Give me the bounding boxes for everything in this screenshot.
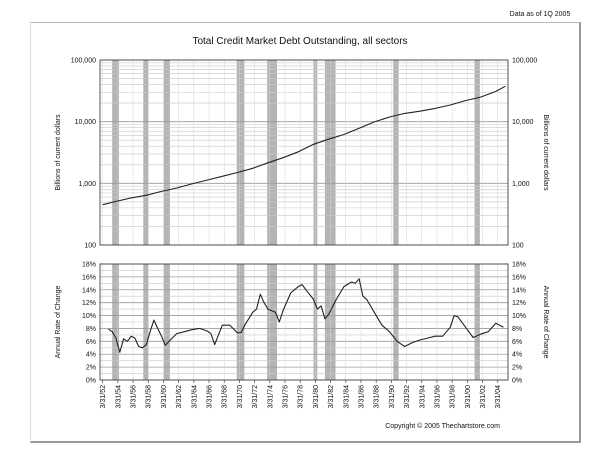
- y-tick-label-right: 100,000: [512, 58, 537, 65]
- chart-paper: [30, 22, 581, 443]
- copyright-text: Copyright © 2005 Thechartstore.com: [385, 422, 500, 430]
- y-tick-label-right: 14%: [512, 287, 526, 294]
- top-chart: 100 100 1,000 1,000 10,000 10,000 100,000 100,0…: [55, 58, 549, 250]
- debt-series-line: [102, 85, 506, 206]
- y-tick-label-right: 1,000: [512, 181, 530, 188]
- y-tick-label-right: 100: [512, 243, 524, 250]
- y-tick-label-left: 18%: [82, 262, 96, 269]
- x-tick-label: 3/31/58: [146, 385, 153, 408]
- y-tick-label-left: 10,000: [75, 119, 97, 126]
- y-axis-label-left: Billions of current dollars: [55, 114, 62, 191]
- x-tick-label: 3/31/00: [465, 385, 472, 408]
- y-tick-label-right: 18%: [512, 262, 526, 269]
- y-tick-label-right: 16%: [512, 274, 526, 281]
- recession-band: [324, 60, 336, 245]
- x-tick-label: 3/31/86: [358, 385, 365, 408]
- x-tick-label: 3/31/88: [374, 385, 381, 408]
- recession-band: [267, 60, 278, 245]
- y-tick-label-right: 2%: [512, 365, 522, 372]
- chart-title: Total Credit Market Debt Outstanding, al…: [192, 36, 407, 47]
- recession-band: [163, 60, 170, 245]
- plot-frame: [99, 263, 509, 381]
- y-tick-label-right: 4%: [512, 352, 522, 359]
- y-tick-label-left: 12%: [82, 300, 96, 307]
- y-tick-label-left: 6%: [86, 339, 96, 346]
- rate-of-change-line: [108, 278, 504, 353]
- x-tick-label: 3/31/68: [222, 385, 229, 408]
- recession-band: [112, 60, 119, 245]
- bottom-chart: 0% 0% 2% 2% 4% 4% 6% 6% 8% 8% 10% 10% 12% 12% 14% 14% 16…: [55, 262, 549, 409]
- x-tick-label: 3/31/02: [480, 385, 487, 408]
- x-tick-label: 3/31/94: [419, 385, 426, 408]
- y-tick-label-left: 100: [84, 243, 96, 250]
- x-tick-label: 3/31/98: [450, 385, 457, 408]
- recession-band: [393, 60, 399, 245]
- x-tick-label: 3/31/62: [176, 385, 183, 408]
- x-tick-label: 3/31/64: [191, 385, 198, 408]
- y-axis-label-right: Annual Rate of Change: [542, 286, 549, 359]
- x-tick-label: 3/31/80: [313, 385, 320, 408]
- y-tick-label-left: 1,000: [78, 181, 96, 188]
- y-tick-label-right: 10%: [512, 313, 526, 320]
- y-tick-label-left: 4%: [86, 352, 96, 359]
- recession-band: [236, 60, 245, 245]
- recession-band: [474, 60, 480, 245]
- x-tick-label: 3/31/90: [389, 385, 396, 408]
- y-tick-label-left: 14%: [82, 287, 96, 294]
- y-tick-label-right: 8%: [512, 326, 522, 333]
- y-tick-label-left: 16%: [82, 274, 96, 281]
- y-tick-label-left: 100,000: [71, 58, 96, 65]
- y-tick-label-right: 10,000: [512, 119, 534, 126]
- plot-frame: [99, 59, 509, 246]
- x-tick-label: 3/31/72: [252, 385, 259, 408]
- y-tick-label-left: 2%: [86, 365, 96, 372]
- x-tick-label: 3/31/04: [495, 385, 502, 408]
- x-tick-label: 3/31/82: [328, 385, 335, 408]
- x-tick-label: 3/31/56: [131, 385, 138, 408]
- x-tick-label: 3/31/92: [404, 385, 411, 408]
- x-tick-label: 3/31/60: [161, 385, 168, 408]
- x-tick-label: 3/31/54: [115, 385, 122, 408]
- y-axis-label-left: Annual Rate of Change: [55, 286, 62, 359]
- y-tick-label-right: 6%: [512, 339, 522, 346]
- x-tick-label: 3/31/52: [100, 385, 107, 408]
- x-tick-label: 3/31/78: [298, 385, 305, 408]
- y-axis-label-right: Billions of current dollars: [542, 114, 549, 191]
- x-tick-label: 3/31/76: [283, 385, 290, 408]
- data-date-note: Data as of 1Q 2005: [510, 11, 571, 18]
- x-tick-label: 3/31/70: [237, 385, 244, 408]
- recession-band: [143, 60, 149, 245]
- y-tick-label-right: 0%: [512, 378, 522, 385]
- y-tick-label-right: 12%: [512, 300, 526, 307]
- x-tick-label: 3/31/66: [207, 385, 214, 408]
- y-tick-label-left: 10%: [82, 313, 96, 320]
- y-tick-label-left: 0%: [86, 378, 96, 385]
- y-tick-label-left: 8%: [86, 326, 96, 333]
- x-tick-label: 3/31/96: [434, 385, 441, 408]
- x-tick-label: 3/31/84: [343, 385, 350, 408]
- x-tick-label: 3/31/74: [267, 385, 274, 408]
